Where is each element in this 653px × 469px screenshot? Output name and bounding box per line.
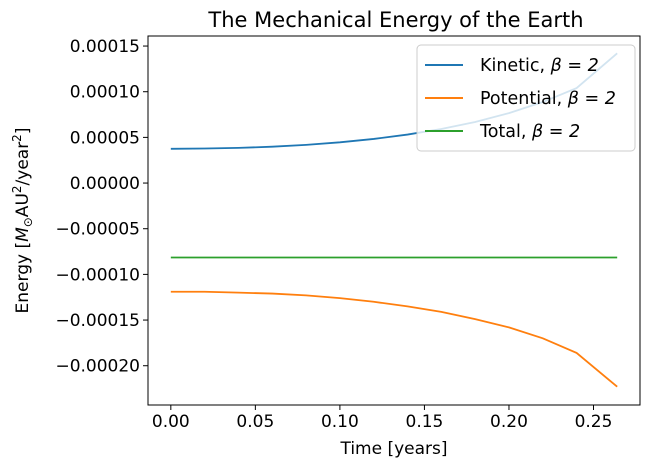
- legend-label: Kinetic, β = 2: [480, 56, 599, 76]
- x-axis: 0.00 0.05 0.10 0.15 0.20 0.25: [152, 405, 613, 432]
- y-tick-label: 0.00015: [70, 37, 140, 57]
- y-tick-label: −0.00005: [55, 220, 140, 240]
- legend-box: [416, 44, 636, 152]
- legend-label: Potential, β = 2: [480, 89, 616, 109]
- y-tick-label: −0.00020: [55, 357, 140, 377]
- y-tick-label: 0.00010: [70, 83, 140, 103]
- plot-frame: [147, 35, 641, 406]
- x-tick-label: 0.10: [321, 412, 359, 432]
- x-tick-label: 0.25: [575, 412, 613, 432]
- y-axis: 0.00015 0.00010 0.00005 0.00000 −0.00005 −0.0…: [55, 37, 148, 377]
- y-tick-label: −0.00015: [55, 311, 140, 331]
- x-tick-label: 0.00: [152, 412, 190, 432]
- legend: Kinetic, β = 2 Potential, β = 2 Total, β =…: [416, 44, 636, 152]
- y-axis-label: Energy [M⊙AU2/year2]: [10, 128, 35, 314]
- legend-label: Total, β = 2: [479, 122, 580, 142]
- x-axis-label: Time [years]: [339, 439, 447, 459]
- x-tick-label: 0.05: [236, 412, 274, 432]
- y-tick-label: 0.00005: [70, 128, 140, 148]
- y-tick-label: 0.00000: [70, 174, 140, 194]
- x-tick-label: 0.20: [490, 412, 528, 432]
- series-line: [170, 290, 618, 388]
- x-tick-label: 0.15: [406, 412, 444, 432]
- y-tick-label: −0.00010: [55, 265, 140, 285]
- chart-title: The Mechanical Energy of the Earth: [207, 8, 583, 32]
